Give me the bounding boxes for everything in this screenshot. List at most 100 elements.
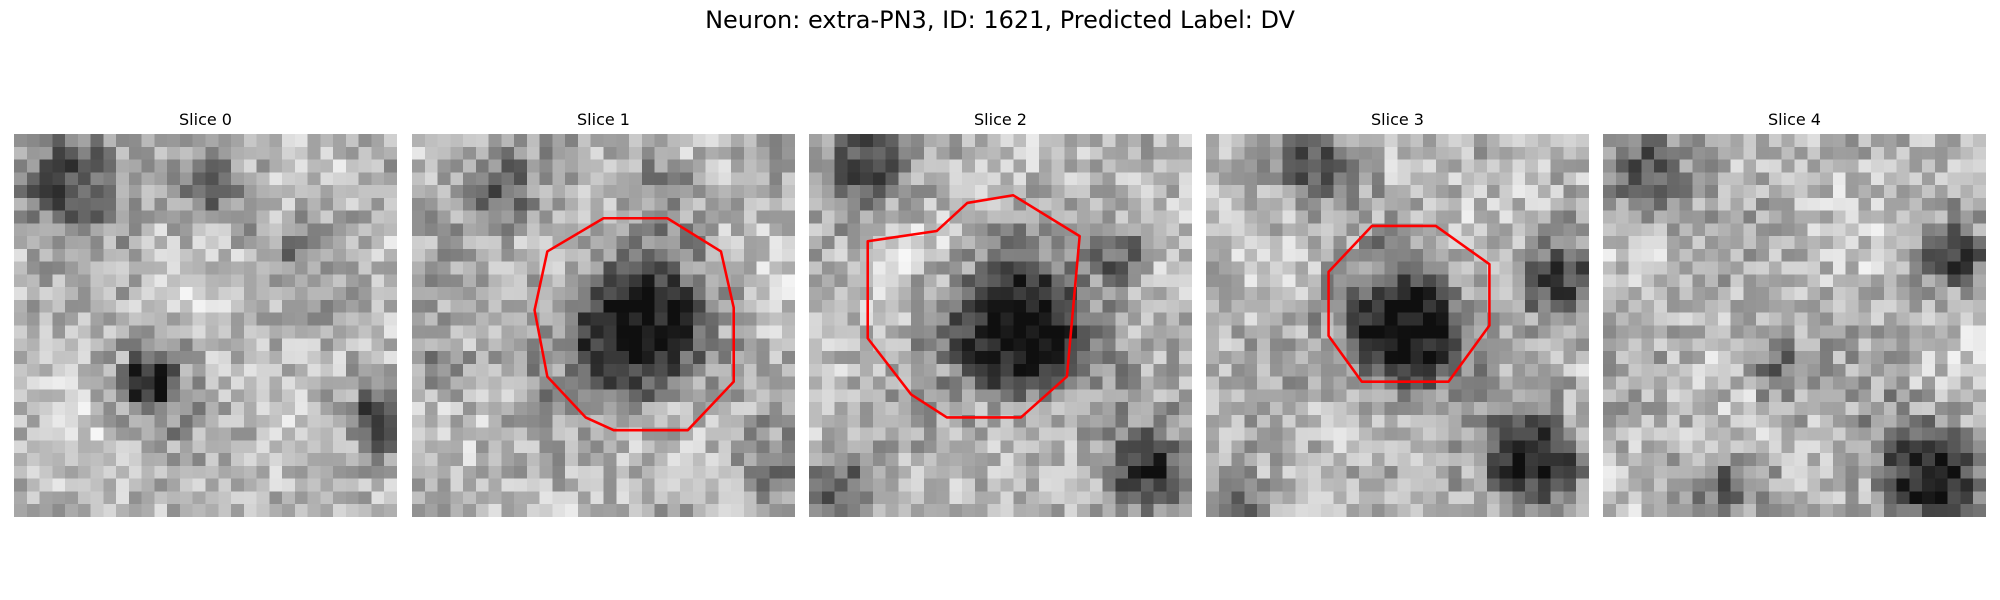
pixel: [1896, 261, 1910, 275]
pixel: [1089, 504, 1103, 517]
pixel: [243, 248, 257, 262]
pixel: [39, 146, 53, 160]
pixel: [205, 504, 219, 517]
pixel: [1615, 325, 1629, 339]
pixel: [424, 248, 438, 262]
pixel: [1641, 427, 1655, 441]
pixel: [936, 159, 950, 173]
pixel: [1128, 223, 1142, 237]
pixel: [1461, 159, 1475, 173]
pixel: [1461, 134, 1475, 148]
pixel: [872, 146, 886, 160]
pixel: [1576, 185, 1589, 199]
pixel: [1794, 312, 1808, 326]
pixel: [1525, 248, 1539, 262]
pixel: [14, 427, 28, 441]
pixel: [1576, 223, 1589, 237]
pixel: [90, 185, 104, 199]
pixel: [1333, 325, 1347, 339]
pixel: [154, 287, 168, 301]
pixel: [1871, 338, 1885, 352]
pixel: [514, 299, 528, 313]
pixel: [1153, 414, 1167, 428]
pixel: [526, 351, 540, 365]
pixel: [1435, 197, 1449, 211]
pixel: [488, 351, 502, 365]
pixel: [475, 299, 489, 313]
pixel: [282, 274, 296, 288]
pixel: [1832, 223, 1846, 237]
pixel: [1320, 248, 1334, 262]
pixel: [987, 465, 1001, 479]
pixel: [1922, 351, 1936, 365]
pixel: [424, 223, 438, 237]
pixel: [1013, 389, 1027, 403]
pixel: [680, 414, 694, 428]
pixel: [1474, 236, 1488, 250]
pixel: [128, 210, 142, 224]
pixel: [1333, 159, 1347, 173]
pixel: [1333, 491, 1347, 505]
pixel: [205, 389, 219, 403]
pixel: [1615, 338, 1629, 352]
pixel: [1820, 427, 1834, 441]
pixel: [1858, 465, 1872, 479]
pixel: [911, 312, 925, 326]
pixel: [1461, 402, 1475, 416]
pixel: [1206, 146, 1220, 160]
pixel: [167, 453, 181, 467]
pixel: [974, 159, 988, 173]
pixel: [974, 325, 988, 339]
pixel: [821, 325, 835, 339]
pixel: [1781, 146, 1795, 160]
pixel: [834, 172, 848, 186]
pixel: [1973, 197, 1986, 211]
pixel: [384, 312, 397, 326]
pixel: [577, 274, 591, 288]
pixel: [756, 453, 770, 467]
pixel: [1115, 185, 1129, 199]
pixel: [1934, 223, 1948, 237]
pixel: [1435, 287, 1449, 301]
pixel: [1435, 261, 1449, 275]
slice-image-0: [14, 134, 397, 517]
pixel: [1499, 389, 1513, 403]
pixel: [680, 312, 694, 326]
pixel: [692, 414, 706, 428]
pixel: [141, 491, 155, 505]
pixel: [103, 504, 117, 517]
pixel: [1218, 351, 1232, 365]
pixel: [1282, 236, 1296, 250]
pixel: [77, 414, 91, 428]
pixel: [501, 312, 515, 326]
pixel: [603, 287, 617, 301]
pixel: [860, 159, 874, 173]
pixel: [358, 491, 372, 505]
pixel: [590, 274, 604, 288]
pixel: [1206, 465, 1220, 479]
pixel: [565, 338, 579, 352]
pixel: [1140, 402, 1154, 416]
pixel: [885, 440, 899, 454]
pixel: [731, 427, 745, 441]
pixel: [358, 261, 372, 275]
pixel: [1038, 299, 1052, 313]
pixel: [1000, 172, 1014, 186]
pixel: [1537, 236, 1551, 250]
pixel: [526, 210, 540, 224]
pixel: [1641, 491, 1655, 505]
pixel: [885, 338, 899, 352]
pixel: [1371, 274, 1385, 288]
pixel: [1128, 236, 1142, 250]
pixel: [1013, 312, 1027, 326]
pixel: [667, 363, 681, 377]
pixel: [358, 338, 372, 352]
pixel: [39, 325, 53, 339]
pixel: [437, 453, 451, 467]
pixel: [294, 210, 308, 224]
pixel: [1615, 197, 1629, 211]
pixel: [437, 185, 451, 199]
pixel: [782, 287, 795, 301]
pixel: [501, 504, 515, 517]
pixel: [1512, 402, 1526, 416]
